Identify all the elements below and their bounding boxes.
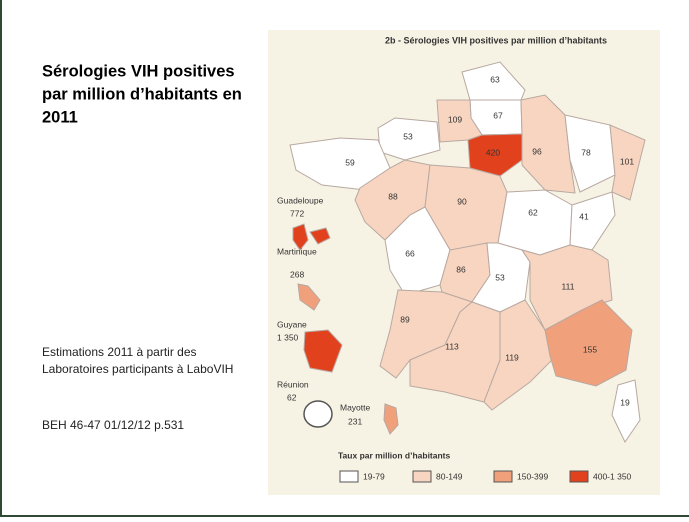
region-value: 62 bbox=[528, 207, 538, 217]
slide-note: Laboratoires participants à LaboVIH bbox=[42, 362, 233, 376]
slide-reference: BEH 46-47 01/12/12 p.531 bbox=[42, 418, 184, 432]
region-value: 86 bbox=[456, 264, 466, 274]
region-value: 90 bbox=[457, 196, 467, 206]
legend-label: 80-149 bbox=[436, 471, 463, 481]
region-value: 19 bbox=[620, 397, 630, 407]
region-value: 89 bbox=[400, 314, 410, 324]
legend-swatch bbox=[569, 470, 589, 483]
region bbox=[569, 191, 616, 251]
region-value: 78 bbox=[581, 147, 591, 157]
legend-label: 150-399 bbox=[517, 471, 548, 481]
legend-swatch bbox=[493, 470, 513, 483]
region-value: 155 bbox=[583, 344, 597, 354]
overseas-value: 231 bbox=[348, 416, 362, 426]
overseas-value: 1 350 bbox=[277, 332, 299, 342]
region-value: 101 bbox=[620, 156, 634, 166]
overseas-region bbox=[297, 283, 321, 311]
legend-label: 400-1 350 bbox=[593, 471, 632, 481]
region bbox=[609, 124, 646, 201]
region-value: 63 bbox=[490, 74, 500, 84]
slide-title: Sérologies VIH positives bbox=[42, 62, 235, 80]
overseas-region bbox=[292, 223, 309, 251]
region-value: 53 bbox=[403, 131, 413, 141]
legend-title: Taux par million d’habitants bbox=[338, 450, 451, 460]
region bbox=[564, 114, 616, 193]
overseas-value: 62 bbox=[287, 392, 297, 402]
region-value: 66 bbox=[405, 248, 415, 258]
overseas-value: 268 bbox=[290, 269, 304, 279]
region-value: 113 bbox=[445, 341, 459, 351]
overseas-region bbox=[303, 400, 333, 428]
region bbox=[483, 299, 553, 411]
region-value: 88 bbox=[388, 191, 398, 201]
slide-title: 2011 bbox=[42, 108, 78, 126]
slide-note: Estimations 2011 à partir des bbox=[42, 345, 197, 359]
slide-title: par million d’habitants en bbox=[42, 85, 242, 103]
region-value: 41 bbox=[579, 211, 589, 221]
map-title: 2b - Sérologies VIH positives par millio… bbox=[385, 35, 607, 45]
region bbox=[611, 379, 641, 443]
region-value: 119 bbox=[505, 352, 519, 362]
overseas-name: Guyane bbox=[277, 319, 307, 329]
region-value: 59 bbox=[345, 157, 355, 167]
overseas-name: Guadeloupe bbox=[277, 195, 324, 205]
region bbox=[461, 61, 526, 101]
overseas-name: Martinique bbox=[277, 246, 317, 256]
region-value: 111 bbox=[562, 281, 575, 291]
overseas-name: Mayotte bbox=[340, 402, 371, 412]
legend-swatch bbox=[339, 470, 359, 483]
region-value: 53 bbox=[495, 272, 505, 282]
overseas-region bbox=[309, 227, 331, 245]
region-value: 67 bbox=[493, 110, 503, 120]
region bbox=[497, 189, 573, 256]
overseas-region bbox=[303, 329, 343, 373]
legend-swatch bbox=[412, 470, 432, 483]
region-value: 420 bbox=[486, 147, 500, 157]
overseas-region bbox=[383, 403, 399, 435]
region-value: 96 bbox=[532, 146, 542, 156]
region bbox=[520, 94, 576, 194]
overseas-value: 772 bbox=[290, 208, 304, 218]
legend-label: 19-79 bbox=[363, 471, 385, 481]
region bbox=[544, 299, 633, 387]
overseas-name: Réunion bbox=[277, 379, 309, 389]
region-value: 109 bbox=[448, 114, 462, 124]
